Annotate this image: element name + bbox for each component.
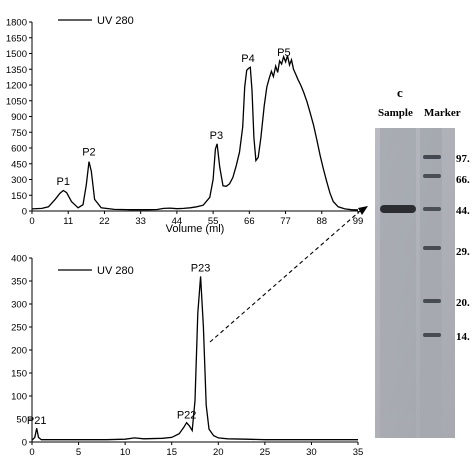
gel-lane-label-sample: Sample xyxy=(378,107,413,119)
gel-band-marker-14 xyxy=(423,333,441,337)
gel-band-marker-44 xyxy=(423,207,441,211)
y-tick-label: 450 xyxy=(11,159,27,170)
chart-top-xlabel: Volume (ml) xyxy=(166,223,225,235)
y-tick-label: 50 xyxy=(16,415,27,426)
peak-label-p2: P2 xyxy=(82,147,95,159)
x-tick-label: 10 xyxy=(120,447,131,458)
gel-marker-label-29: 29. xyxy=(456,246,470,258)
chart-top-xticks: 0 11 22 33 44 55 66 77 88 99 xyxy=(29,211,363,227)
x-tick-label: 33 xyxy=(135,216,146,227)
chart-bottom-peak-labels: P21 P22 P23 xyxy=(27,262,211,427)
y-tick-label: 150 xyxy=(11,369,27,380)
y-tick-label: 750 xyxy=(11,128,27,139)
x-tick-label: 25 xyxy=(260,447,271,458)
gel-band-marker-66 xyxy=(423,174,441,178)
y-tick-label: 400 xyxy=(11,254,27,265)
chart-bottom-legend-label: UV 280 xyxy=(97,265,134,277)
chart-top-peak-labels: P1 P2 P3 P4 P5 xyxy=(57,47,291,188)
y-tick-label: 1350 xyxy=(6,65,27,76)
peak-label-p22: P22 xyxy=(177,410,197,422)
y-tick-label: 300 xyxy=(11,300,27,311)
peak-label-p23: P23 xyxy=(191,262,211,274)
x-tick-label: 35 xyxy=(353,447,364,458)
gel-marker-label-97: 97. xyxy=(456,153,470,165)
chart-top-legend-label: UV 280 xyxy=(97,15,134,27)
chart-top: 0 150 300 450 600 750 900 1050 1200 1350 1500 1650 1… xyxy=(6,15,363,235)
gel-band-marker-29 xyxy=(423,246,441,250)
y-tick-label: 300 xyxy=(11,175,27,186)
y-tick-label: 200 xyxy=(11,346,27,357)
y-tick-label: 1200 xyxy=(6,81,27,92)
gel-marker-label-44: 44. xyxy=(456,205,470,217)
y-tick-label: 150 xyxy=(11,191,27,202)
y-tick-label: 1500 xyxy=(6,49,27,60)
chart-top-yticks: 0 150 300 450 600 750 900 1050 1200 1350 1500 1650 1… xyxy=(6,18,32,218)
gel-marker-label-66: 66. xyxy=(456,174,470,186)
peak-label-p21: P21 xyxy=(27,415,47,427)
x-tick-label: 20 xyxy=(213,447,224,458)
y-tick-label: 1050 xyxy=(6,96,27,107)
x-tick-label: 30 xyxy=(306,447,317,458)
x-tick-label: 66 xyxy=(244,216,255,227)
y-tick-label: 900 xyxy=(11,112,27,123)
panel-letter: c xyxy=(397,85,403,100)
y-tick-label: 0 xyxy=(22,438,27,449)
x-tick-label: 5 xyxy=(76,447,81,458)
y-tick-label: 1650 xyxy=(6,33,27,44)
gel-band-sample xyxy=(380,205,416,213)
gel-lane-marker xyxy=(420,128,442,438)
gel-panel: c Sample Marker 97. 66. 44. 2 xyxy=(375,85,470,438)
gel-lane-label-marker: Marker xyxy=(424,107,461,119)
peak-label-p1: P1 xyxy=(57,176,70,188)
chart-top-axes xyxy=(31,22,358,212)
chart-top-series-line xyxy=(31,54,359,211)
y-tick-label: 1800 xyxy=(6,18,27,29)
y-tick-label: 600 xyxy=(11,144,27,155)
x-tick-label: 15 xyxy=(166,447,177,458)
y-tick-label: 0 xyxy=(22,207,27,218)
gel-band-marker-97 xyxy=(423,155,441,159)
x-tick-label: 55 xyxy=(208,216,219,227)
gel-band-marker-20 xyxy=(423,299,441,303)
peak-label-p3: P3 xyxy=(210,130,223,142)
x-tick-label: 99 xyxy=(353,216,364,227)
x-tick-label: 88 xyxy=(316,216,327,227)
chart-bottom-series-line xyxy=(31,276,358,441)
x-tick-label: 0 xyxy=(29,447,34,458)
gel-lane-sample xyxy=(380,128,416,438)
p23-to-band-connector xyxy=(209,210,361,343)
chart-bottom-xticks: 0 5 10 15 20 25 30 35 xyxy=(29,442,363,458)
connector-arrowhead xyxy=(358,206,368,215)
gel-marker-label-14: 14. xyxy=(456,331,470,343)
chart-bottom-legend: UV 280 xyxy=(58,265,134,277)
x-tick-label: 44 xyxy=(172,216,183,227)
x-tick-label: 22 xyxy=(99,216,110,227)
peak-label-p5: P5 xyxy=(277,47,290,59)
x-tick-label: 11 xyxy=(63,216,73,227)
chart-bottom-yticks: 0 50 100 150 200 250 300 350 400 xyxy=(11,254,32,449)
chart-top-legend: UV 280 xyxy=(58,15,134,27)
y-tick-label: 100 xyxy=(11,392,27,403)
gel-marker-label-20: 20. xyxy=(456,297,470,309)
y-tick-label: 350 xyxy=(11,277,27,288)
peak-label-p4: P4 xyxy=(241,53,254,65)
x-tick-label: 77 xyxy=(280,216,291,227)
y-tick-label: 250 xyxy=(11,323,27,334)
x-tick-label: 0 xyxy=(29,216,34,227)
